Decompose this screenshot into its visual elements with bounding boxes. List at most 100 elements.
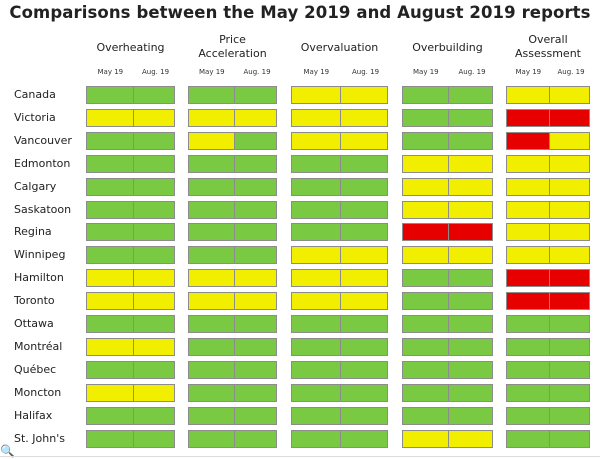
heatmap-cell: [402, 269, 449, 288]
heatmap-cell: [291, 154, 341, 173]
heatmap-cell: [133, 154, 175, 173]
heatmap-cell: [549, 131, 590, 150]
heatmap-cell: [234, 337, 277, 356]
heatmap-cell: [549, 223, 590, 242]
heatmap-cell: [188, 86, 235, 104]
heatmap-cell: [133, 337, 175, 356]
heatmap-cell: [188, 337, 235, 356]
group-header: Overheating: [96, 41, 165, 54]
heatmap-cell: [340, 86, 388, 104]
heatmap-cell: [291, 292, 341, 311]
heatmap-cell: [402, 154, 449, 173]
heatmap-cell: [86, 406, 134, 425]
heatmap-cell: [291, 131, 341, 150]
heatmap-cell: [133, 315, 175, 333]
heatmap-cell: [448, 360, 493, 379]
heatmap-cell: [448, 269, 493, 288]
heatmap-cell: [133, 406, 175, 425]
heatmap-cell: [506, 131, 550, 150]
heatmap-cell: [234, 223, 277, 242]
heatmap-cell: [188, 177, 235, 196]
heatmap-cell: [402, 223, 449, 242]
heatmap-cell: [549, 154, 590, 173]
heatmap-cell: [506, 177, 550, 196]
row-label: Victoria: [14, 110, 56, 124]
heatmap-cell: [133, 383, 175, 402]
heatmap-cell: [506, 86, 550, 104]
heatmap-cell: [506, 383, 550, 402]
heatmap-cell: [291, 86, 341, 104]
row-label: Moncton: [14, 385, 62, 399]
heatmap-cell: [291, 108, 341, 127]
heatmap-cell: [188, 200, 235, 219]
heatmap-cell: [549, 86, 590, 104]
heatmap-cell: [402, 429, 449, 448]
heatmap-cell: [402, 177, 449, 196]
row-label: Toronto: [14, 294, 55, 308]
heatmap-cell: [506, 108, 550, 127]
period-label: May 19: [199, 68, 225, 76]
heatmap-cell: [340, 383, 388, 402]
heatmap-cell: [506, 406, 550, 425]
group-header: Price Acceleration: [198, 33, 267, 60]
period-label: Aug. 19: [142, 68, 170, 76]
heatmap-cell: [549, 177, 590, 196]
heatmap-cell: [86, 269, 134, 288]
heatmap-cell: [448, 154, 493, 173]
period-label: May 19: [303, 68, 330, 76]
row-label: Hamilton: [14, 271, 64, 285]
heatmap-cell: [291, 223, 341, 242]
heatmap-cell: [549, 406, 590, 425]
heatmap-cell: [549, 200, 590, 219]
heatmap-cell: [448, 108, 493, 127]
heatmap-cell: [86, 337, 134, 356]
heatmap-cell: [340, 337, 388, 356]
heatmap-cell: [234, 200, 277, 219]
row-label: Winnipeg: [14, 248, 66, 262]
zoom-in-icon[interactable]: 🔍: [0, 444, 15, 458]
heatmap-cell: [448, 86, 493, 104]
heatmap-cell: [86, 383, 134, 402]
heatmap-cell: [549, 315, 590, 333]
heatmap-cell: [234, 406, 277, 425]
heatmap-cell: [549, 383, 590, 402]
heatmap-cell: [234, 315, 277, 333]
heatmap-cell: [291, 406, 341, 425]
heatmap-cell: [340, 360, 388, 379]
group-header: Overvaluation: [300, 41, 379, 54]
heatmap-cell: [402, 131, 449, 150]
heatmap-cell: [86, 360, 134, 379]
heatmap-cell: [402, 86, 449, 104]
heatmap-cell: [340, 177, 388, 196]
heatmap-cell: [506, 269, 550, 288]
heatmap-cell: [402, 337, 449, 356]
heatmap-cell: [133, 269, 175, 288]
heatmap-cell: [291, 315, 341, 333]
heatmap-cell: [86, 86, 134, 104]
heatmap-cell: [340, 315, 388, 333]
heatmap-cell: [188, 429, 235, 448]
heatmap-cell: [291, 337, 341, 356]
heatmap-cell: [133, 200, 175, 219]
row-label: Montréal: [14, 339, 63, 353]
heatmap-cell: [402, 246, 449, 265]
heatmap-cell: [448, 406, 493, 425]
heatmap-cell: [340, 131, 388, 150]
heatmap-cell: [234, 383, 277, 402]
group-header: Overall Assessment: [515, 33, 581, 60]
heatmap-cell: [291, 246, 341, 265]
row-label: Saskatoon: [14, 202, 72, 216]
heatmap-cell: [402, 292, 449, 311]
heatmap-cell: [549, 429, 590, 448]
heatmap-cell: [506, 200, 550, 219]
heatmap-cell: [506, 246, 550, 265]
heatmap-cell: [234, 269, 277, 288]
heatmap-cell: [188, 108, 235, 127]
period-label: Aug. 19: [352, 68, 380, 76]
heatmap-cell: [188, 131, 235, 150]
heatmap-cell: [340, 223, 388, 242]
heatmap-cell: [340, 429, 388, 448]
heatmap-cell: [448, 292, 493, 311]
group-header: Overbuilding: [412, 41, 483, 54]
heatmap-cell: [133, 86, 175, 104]
